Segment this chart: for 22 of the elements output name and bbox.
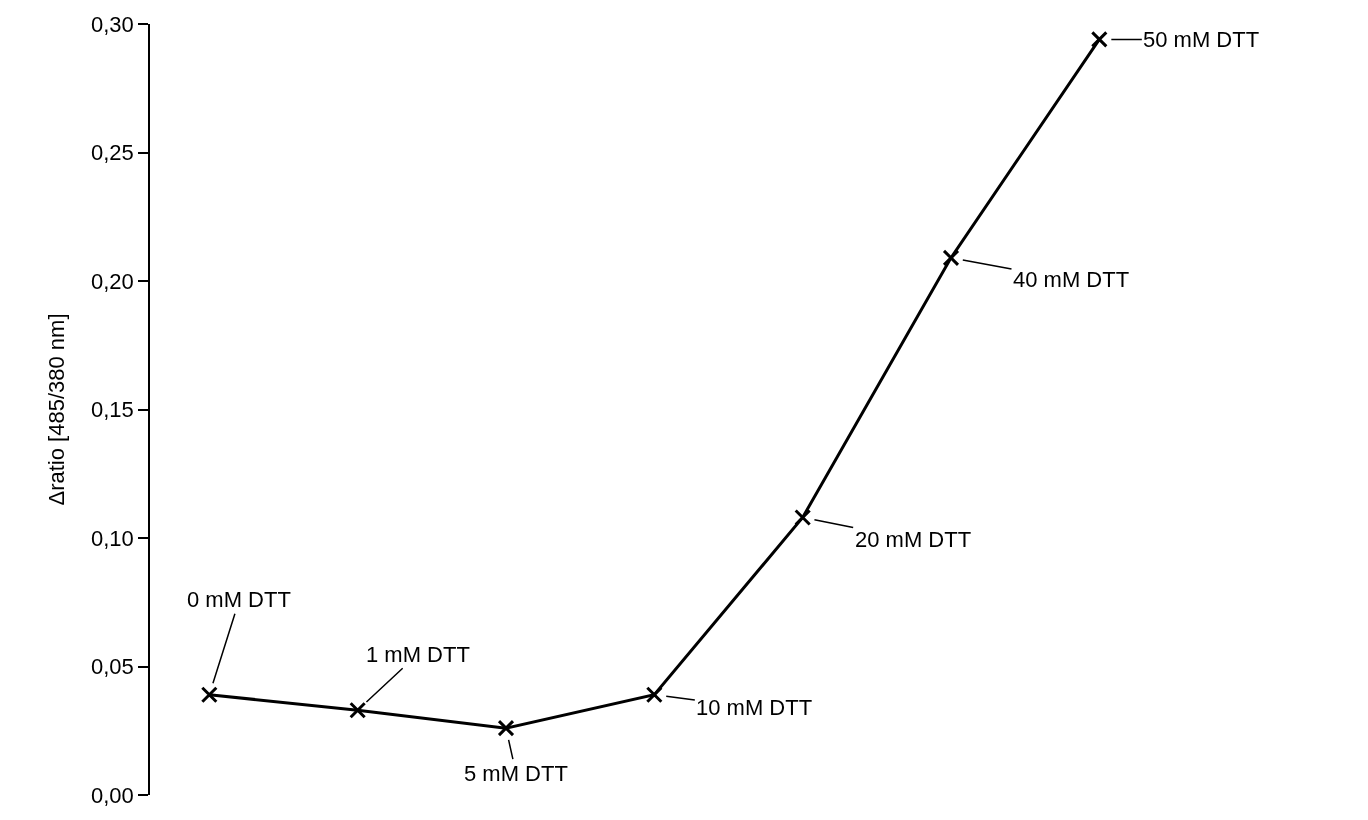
annotation: 0 mM DTT xyxy=(187,587,291,612)
point xyxy=(200,686,218,704)
y-tick-label: 0,00 xyxy=(91,782,134,808)
annotation: 50 mM DTT xyxy=(1143,27,1260,52)
point xyxy=(645,686,663,704)
y-tick-label: 0,10 xyxy=(91,525,134,551)
point xyxy=(794,508,812,526)
annotation: 40 mM DTT xyxy=(1013,267,1130,292)
y-tick-label: 0,05 xyxy=(91,654,134,680)
y-axis-title: Δratio [485/380 nm] xyxy=(44,313,70,506)
annotation: 1 mM DTT xyxy=(366,642,470,667)
point xyxy=(497,719,515,737)
y-tick-label: 0,30 xyxy=(91,11,134,37)
annotation: 10 mM DTT xyxy=(696,695,813,720)
y-tick-label: 0,15 xyxy=(91,397,134,423)
point xyxy=(349,701,367,719)
annotation: 20 mM DTT xyxy=(855,527,972,552)
point xyxy=(1090,30,1108,48)
y-tick-label: 0,20 xyxy=(91,268,134,294)
annotation: 5 mM DTT xyxy=(464,761,568,786)
y-tick-label: 0,25 xyxy=(91,140,134,166)
point xyxy=(942,249,960,267)
